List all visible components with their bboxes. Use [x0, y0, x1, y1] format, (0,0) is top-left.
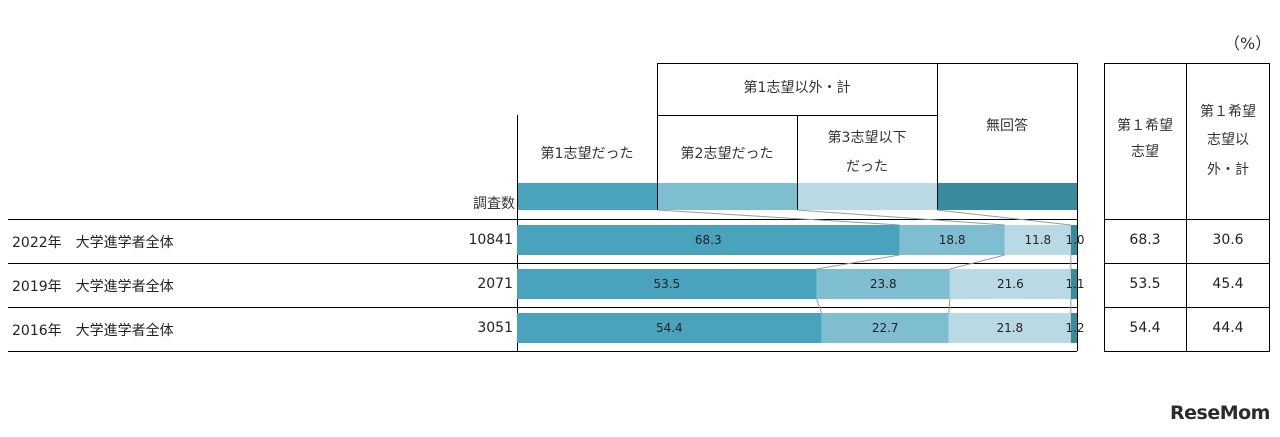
- row-label-2019: 2019年 大学進学者全体: [12, 279, 174, 295]
- bar-label-2-third: 21.8: [996, 321, 1023, 335]
- bar-label-1-noanswer: 1.1: [1065, 277, 1084, 291]
- connector-header-1: [796, 209, 1005, 226]
- row-count-2019: 2071: [477, 276, 513, 292]
- bar-label-1-second: 23.8: [870, 277, 897, 291]
- bar-2-second: [821, 313, 949, 343]
- header-col-third-line2: だった: [846, 159, 888, 175]
- legend-swatch-noanswer: [937, 183, 1077, 210]
- bar-0-noanswer: [1070, 225, 1077, 255]
- header-side2-line1: 第１希望: [1200, 104, 1256, 120]
- bar-label-1-first: 53.5: [653, 277, 680, 291]
- header-col-third-line1: 第3志望以下: [827, 130, 907, 146]
- connector-0-0: [816, 254, 900, 270]
- bar-0-first: [517, 225, 900, 255]
- row-side1-2019: 53.5: [1129, 276, 1161, 292]
- header-side1-line2: 志望: [1131, 144, 1159, 160]
- legend-swatch-first: [517, 183, 657, 210]
- bar-label-2-second: 22.7: [872, 321, 899, 335]
- header-side2-line2: 志望以: [1207, 132, 1249, 148]
- legend-swatch-second: [657, 183, 797, 210]
- legend-swatch-third: [797, 183, 937, 210]
- header-col-noanswer: 無回答: [986, 118, 1028, 134]
- row-side2-2016: 44.4: [1212, 320, 1244, 336]
- bar-0-second: [899, 225, 1005, 255]
- bar-0-third: [1004, 225, 1071, 255]
- connector-header-2: [936, 209, 1071, 226]
- bar-1-third: [949, 269, 1071, 299]
- bar-label-0-second: 18.8: [939, 233, 966, 247]
- bar-label-2-first: 54.4: [656, 321, 683, 335]
- row-side2-2019: 45.4: [1212, 276, 1244, 292]
- bar-1-first: [517, 269, 817, 299]
- bar-label-0-noanswer: 1.0: [1065, 233, 1084, 247]
- bar-2-third: [948, 313, 1071, 343]
- connector-1-1: [948, 298, 951, 314]
- row-label-2022: 2022年 大学進学者全体: [12, 235, 174, 251]
- bar-1-noanswer: [1070, 269, 1077, 299]
- header-group-label: 第1志望以外・計: [743, 80, 851, 96]
- header-col-second: 第2志望だった: [680, 146, 774, 162]
- row-count-2016: 3051: [477, 320, 513, 336]
- row-count-2022: 10841: [468, 232, 513, 248]
- row-side2-2022: 30.6: [1212, 232, 1244, 248]
- row-side1-2022: 68.3: [1129, 232, 1161, 248]
- row-side1-2016: 54.4: [1129, 320, 1161, 336]
- bar-label-1-third: 21.6: [997, 277, 1024, 291]
- unit-label: （%）: [1224, 34, 1272, 53]
- connector-1-0: [816, 298, 823, 314]
- header-side1-line1: 第１希望: [1117, 118, 1173, 134]
- bar-label-0-third: 11.8: [1024, 233, 1051, 247]
- connector-header-0: [656, 209, 900, 226]
- row-label-2016: 2016年 大学進学者全体: [12, 323, 174, 339]
- header-count-label: 調査数: [473, 196, 515, 212]
- connector-0-1: [949, 254, 1005, 270]
- header-col-first: 第1志望だった: [540, 146, 634, 162]
- bar-2-first: [517, 313, 822, 343]
- bar-label-0-first: 68.3: [695, 233, 722, 247]
- bar-label-2-noanswer: 1.2: [1065, 321, 1084, 335]
- bar-2-noanswer: [1070, 313, 1077, 343]
- header-side2-line3: 外・計: [1207, 162, 1249, 178]
- bar-1-second: [816, 269, 950, 299]
- resemom-logo: ReseMom: [1170, 402, 1270, 424]
